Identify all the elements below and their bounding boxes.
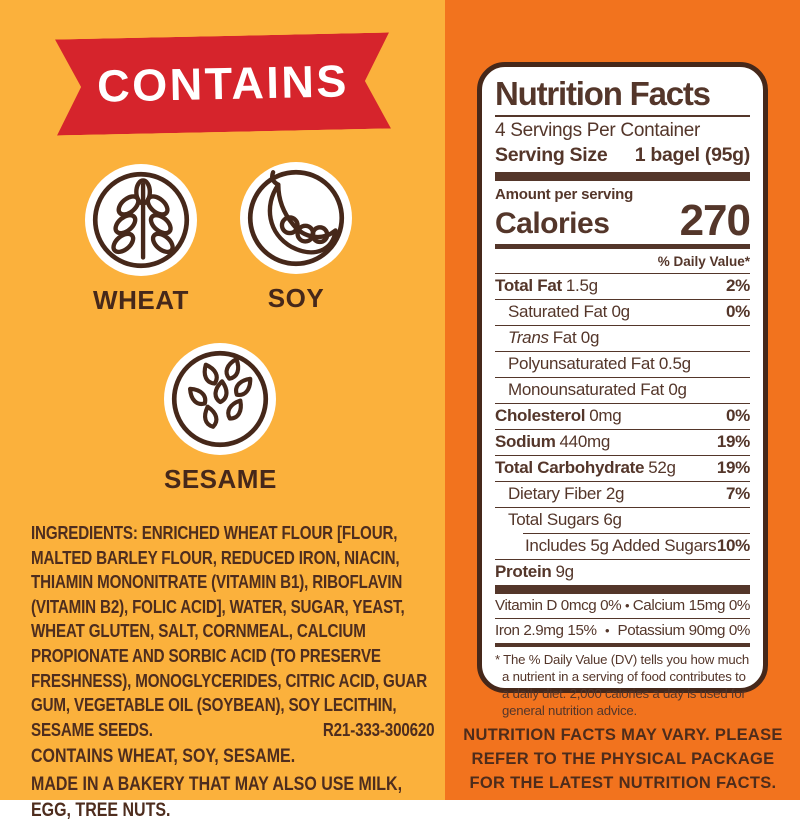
serving-size-row: Serving Size 1 bagel (95g)	[495, 142, 750, 172]
nutrition-facts-panel: Nutrition Facts 4 Servings Per Container…	[477, 62, 768, 718]
divider	[495, 506, 750, 508]
allergen-label-sesame: SESAME	[164, 464, 277, 494]
sesame-icon	[164, 343, 276, 455]
row-dv: 7%	[726, 484, 750, 504]
nutrition-facts-title: Nutrition Facts	[495, 75, 711, 112]
row-dv: 2%	[726, 276, 750, 296]
row-label: Monounsaturated Fat 0g	[508, 380, 687, 400]
divider-inset	[523, 532, 750, 534]
allergen-label-soy: SOY	[267, 283, 325, 313]
divider	[495, 114, 750, 117]
medium-divider	[495, 243, 750, 249]
thick-divider	[495, 584, 750, 594]
row-label: Saturated Fat 0g	[508, 302, 630, 322]
divider	[495, 324, 750, 326]
calcium-value: Calcium 15mg 0%	[632, 597, 751, 615]
nutrition-row-total-carbohydrate: Total Carbohydrate 52g 19%	[495, 456, 750, 481]
servings-per-container: 4 Servings Per Container	[495, 119, 701, 141]
allergen-soy: SOY	[240, 162, 352, 314]
serving-size-value: 1 bagel (95g)	[634, 143, 751, 166]
row-label-bold: Sodium	[495, 432, 556, 452]
ingredients-section: INGREDIENTS: ENRICHED WHEAT FLOUR [FLOUR…	[31, 521, 435, 824]
row-label: Includes 5g Added Sugars	[525, 536, 717, 556]
divider	[495, 272, 750, 274]
allergen-wheat: WHEAT	[85, 164, 197, 316]
divider	[495, 480, 750, 482]
row-dv: 0%	[726, 406, 750, 426]
nutrition-row-polyunsaturated-fat: Polyunsaturated Fat 0.5g	[495, 352, 750, 377]
daily-value-header: % Daily Value*	[657, 253, 750, 269]
vitamin-d-value: Vitamin D 0mcg 0%	[495, 597, 622, 615]
facility-statement: MADE IN A BAKERY THAT MAY ALSO USE MILK,…	[31, 773, 403, 821]
calories-row: Calories 270	[495, 195, 751, 245]
row-label: Polyunsaturated Fat 0.5g	[508, 354, 691, 374]
row-label: 1.5g	[565, 276, 598, 296]
soy-icon	[240, 162, 352, 274]
divider	[495, 402, 750, 404]
row-dv: 0%	[726, 302, 750, 322]
daily-value-footnote: * The % Daily Value (DV) tells you how m…	[495, 651, 750, 719]
thick-divider	[495, 171, 750, 181]
calories-value: 270	[679, 195, 751, 245]
row-dv: 10%	[716, 536, 750, 556]
divider	[495, 350, 750, 352]
contains-statement: CONTAINS WHEAT, SOY, SESAME.	[31, 745, 296, 768]
serving-size-label: Serving Size	[495, 143, 608, 166]
iron-value: Iron 2.9mg 15%	[495, 622, 597, 640]
nutrition-row-sodium: Sodium 440mg 19%	[495, 430, 750, 455]
row-label: 9g	[555, 562, 574, 582]
row-label-bold: Cholesterol	[495, 406, 586, 426]
allergen-label-wheat: WHEAT	[93, 285, 189, 315]
amount-per-serving: Amount per serving	[495, 185, 634, 203]
contains-banner-label: CONTAINS	[96, 55, 350, 112]
nutrition-row-total-fat: Total Fat 1.5g 2%	[495, 274, 750, 299]
wheat-icon	[85, 164, 197, 276]
nutrition-row-cholesterol: Cholesterol 0mg 0%	[495, 404, 750, 429]
ingredients-text: INGREDIENTS: ENRICHED WHEAT FLOUR [FLOUR…	[31, 521, 435, 742]
divider	[495, 376, 750, 378]
nutrition-row-trans-fat: Trans Fat 0g	[495, 326, 750, 351]
divider	[495, 298, 750, 300]
nutrition-row-protein: Protein 9g	[495, 560, 750, 585]
nutrition-row-added-sugars: Includes 5g Added Sugars 10%	[495, 534, 750, 559]
bullet-separator: •	[624, 598, 630, 614]
divider	[495, 454, 750, 456]
nutrition-disclaimer: NUTRITION FACTS MAY VARY. PLEASE REFER T…	[463, 726, 783, 792]
allergen-sesame: SESAME	[164, 343, 276, 495]
lot-code: R21-333-300620	[322, 718, 435, 740]
row-label: Fat 0g	[552, 328, 600, 348]
medium-divider	[495, 642, 750, 647]
row-dv: 19%	[716, 432, 750, 452]
potassium-value: Potassium 90mg 0%	[617, 622, 751, 640]
row-label-bold: Protein	[495, 562, 552, 582]
row-label: 52g	[648, 458, 676, 478]
nutrition-row-monounsaturated-fat: Monounsaturated Fat 0g	[495, 378, 750, 403]
row-label: Total Sugars 6g	[508, 510, 622, 530]
nutrition-row-saturated-fat: Saturated Fat 0g 0%	[495, 300, 750, 325]
divider	[495, 428, 750, 430]
ingredients-body: INGREDIENTS: ENRICHED WHEAT FLOUR [FLOUR…	[31, 522, 428, 740]
divider	[495, 558, 750, 560]
divider	[495, 617, 750, 619]
bullet-separator: •	[604, 623, 610, 639]
micronutrient-row-2: Iron 2.9mg 15% • Potassium 90mg 0%	[495, 619, 750, 643]
row-label: Dietary Fiber 2g	[508, 484, 625, 504]
row-dv: 19%	[716, 458, 750, 478]
nutrition-row-total-sugars: Total Sugars 6g	[495, 508, 750, 533]
micronutrient-row-1: Vitamin D 0mcg 0% • Calcium 15mg 0%	[495, 594, 750, 618]
row-label-italic: Trans	[508, 328, 549, 348]
row-label-bold: Total Fat	[495, 276, 562, 296]
row-label-bold: Total Carbohydrate	[495, 458, 645, 478]
row-label: 0mg	[589, 406, 622, 426]
calories-label: Calories	[495, 207, 610, 241]
nutrition-row-dietary-fiber: Dietary Fiber 2g 7%	[495, 482, 750, 507]
row-label: 440mg	[559, 432, 611, 452]
contains-banner: CONTAINS	[55, 33, 391, 136]
